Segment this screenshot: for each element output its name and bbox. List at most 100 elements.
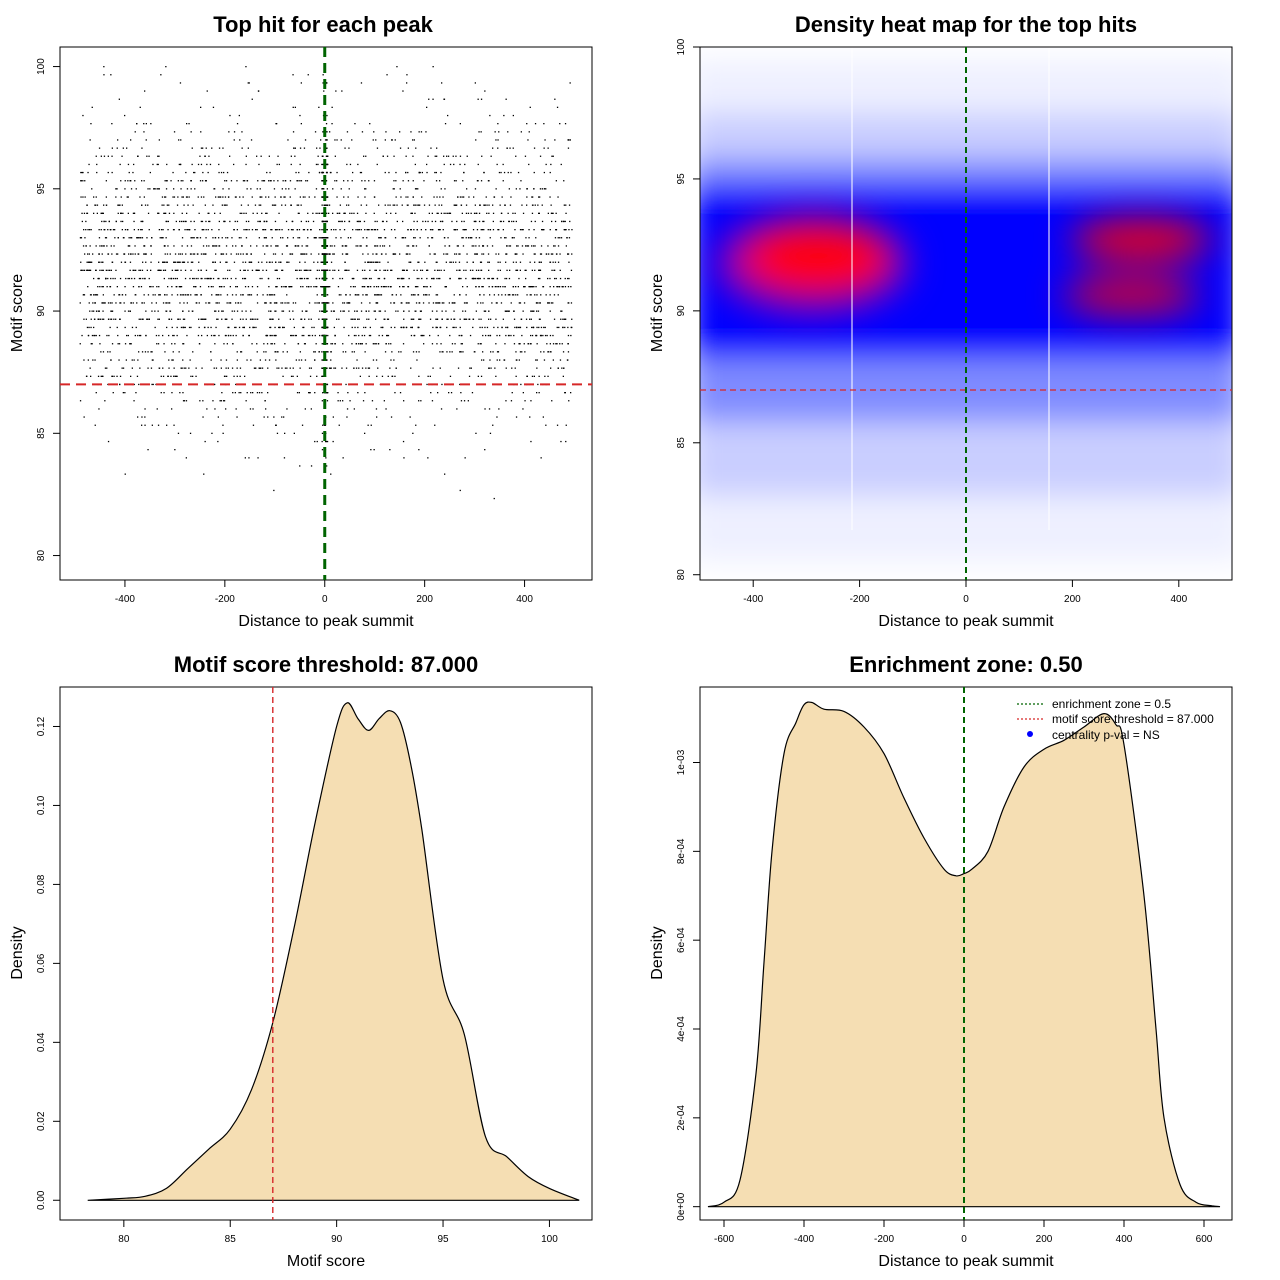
- scatter-point: [182, 359, 184, 361]
- scatter-point: [346, 253, 349, 255]
- scatter-point: [129, 180, 131, 182]
- scatter-point: [513, 294, 515, 296]
- scatter-point: [495, 139, 497, 141]
- scatter-point: [163, 204, 165, 206]
- scatter-point: [557, 245, 560, 247]
- scatter-point: [402, 286, 404, 288]
- scatter-point: [243, 212, 245, 214]
- scatter-point: [271, 204, 274, 206]
- scatter-point: [119, 318, 121, 320]
- scatter-point: [390, 302, 392, 304]
- scatter-point: [206, 90, 208, 92]
- scatter-point: [265, 196, 267, 198]
- scatter-point: [518, 359, 520, 361]
- scatter-point: [380, 326, 382, 329]
- scatter-point: [325, 367, 327, 369]
- scatter-point: [250, 253, 252, 255]
- scatter-point: [322, 253, 324, 255]
- scatter-point: [480, 229, 482, 231]
- distance-density-title: Enrichment zone: 0.50: [849, 652, 1083, 677]
- scatter-x-tick-label: 0: [322, 594, 328, 605]
- scatter-point: [413, 294, 415, 296]
- scatter-point: [472, 326, 474, 329]
- scatter-point: [380, 237, 382, 239]
- scatter-point: [263, 416, 265, 418]
- scatter-point: [368, 310, 370, 312]
- scatter-point: [337, 286, 340, 288]
- scatter-point: [530, 310, 532, 312]
- scatter-point: [488, 180, 490, 182]
- scatter-point: [131, 277, 133, 280]
- scatter-point: [489, 237, 491, 239]
- scatter-point: [368, 277, 371, 280]
- scatter-point: [544, 375, 546, 377]
- scatter-point: [419, 310, 422, 312]
- scatter-point: [540, 294, 542, 296]
- scatter-point: [515, 220, 517, 223]
- score-density-y-tick-label: 0.08: [36, 874, 47, 894]
- scatter-point: [276, 286, 278, 288]
- scatter-point: [513, 237, 515, 239]
- scatter-point: [571, 229, 573, 231]
- scatter-point: [167, 286, 169, 288]
- scatter-point: [124, 392, 126, 394]
- scatter-point: [167, 245, 169, 247]
- scatter-point: [228, 188, 230, 190]
- scatter-point: [171, 408, 173, 410]
- scatter-point: [527, 139, 529, 141]
- scatter-point: [416, 220, 418, 223]
- scatter-point: [522, 229, 524, 231]
- scatter-point: [242, 294, 244, 296]
- scatter-point: [374, 261, 376, 263]
- scatter-point: [504, 204, 506, 206]
- scatter-point: [282, 180, 284, 182]
- scatter-point: [284, 343, 286, 345]
- scatter-point: [278, 326, 280, 329]
- scatter-point: [103, 220, 105, 223]
- scatter-point: [305, 269, 307, 271]
- scatter-point: [479, 326, 481, 329]
- scatter-point: [165, 212, 167, 214]
- scatter-point: [318, 318, 320, 320]
- scatter-point: [323, 220, 325, 223]
- scatter-point: [111, 343, 114, 345]
- scatter-point: [117, 343, 119, 345]
- distance-density-y-tick-label: 2e-04: [676, 1105, 687, 1131]
- scatter-point: [244, 286, 247, 288]
- scatter-point: [114, 229, 116, 231]
- scatter-point: [525, 277, 527, 280]
- scatter-point: [158, 188, 160, 190]
- scatter-point: [495, 343, 497, 345]
- scatter-point: [296, 229, 298, 231]
- scatter-point: [300, 123, 302, 125]
- scatter-point: [141, 229, 143, 231]
- scatter-point: [134, 131, 136, 133]
- scatter-point: [567, 351, 570, 353]
- scatter-point: [517, 286, 519, 288]
- scatter-point: [198, 212, 200, 214]
- scatter-point: [270, 180, 272, 182]
- scatter-point: [567, 326, 569, 329]
- scatter-point: [450, 392, 453, 394]
- scatter-point: [171, 359, 173, 361]
- scatter-point: [493, 196, 496, 198]
- scatter-point: [409, 253, 411, 255]
- scatter-point: [298, 392, 300, 394]
- scatter-point: [501, 294, 503, 296]
- scatter-point: [519, 269, 521, 271]
- scatter-point: [212, 261, 214, 263]
- scatter-point: [535, 359, 537, 361]
- scatter-point: [147, 351, 149, 353]
- scatter-point: [345, 367, 348, 369]
- scatter-point: [307, 237, 309, 239]
- scatter-point: [267, 245, 269, 247]
- scatter-point: [447, 318, 449, 320]
- scatter-point: [546, 334, 548, 337]
- scatter-point: [257, 318, 259, 320]
- scatter-point: [559, 359, 562, 361]
- scatter-point: [224, 204, 227, 206]
- scatter-point: [249, 261, 251, 263]
- scatter-point: [206, 277, 208, 280]
- scatter-point: [547, 375, 549, 377]
- scatter-point: [304, 359, 307, 361]
